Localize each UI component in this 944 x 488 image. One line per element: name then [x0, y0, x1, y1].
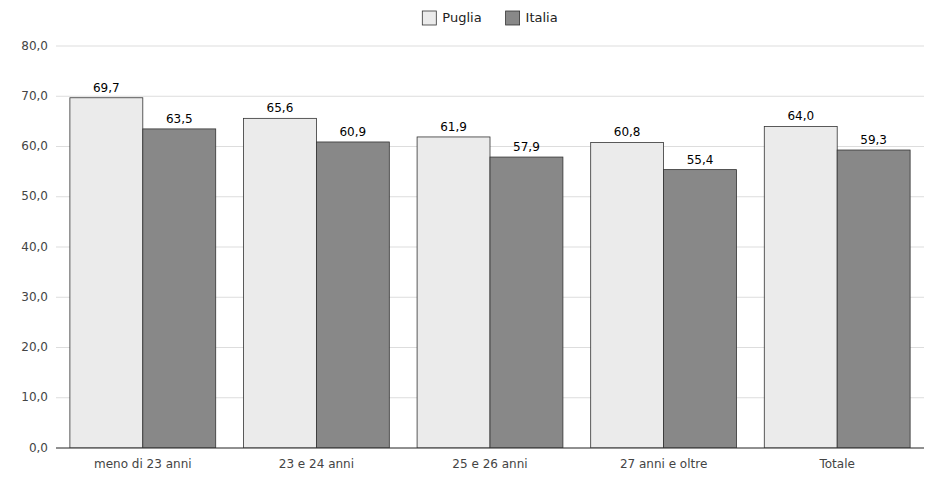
bar — [591, 142, 664, 448]
y-tick-label: 20,0 — [21, 340, 48, 354]
x-axis: meno di 23 anni 23 e 24 anni 25 e 26 anni 2… — [56, 448, 924, 471]
x-tick-label: Totale — [818, 457, 854, 471]
bar — [490, 157, 563, 448]
chart-container: 0,010,020,030,040,050,060,070,080,069,76… — [0, 0, 944, 488]
bar — [664, 170, 737, 448]
legend-item: Italia — [506, 10, 558, 26]
data-labels: 69,7 65,6 61,9 60,8 64,0 63,5 60,9 57,9 55,4 59,3 — [93, 81, 887, 167]
y-tick-label: 40,0 — [21, 240, 48, 254]
legend-item: Puglia — [422, 10, 481, 26]
data-label: 61,9 — [440, 120, 467, 134]
bar — [70, 98, 143, 448]
bars — [70, 98, 910, 448]
grid-line — [56, 96, 924, 97]
y-tick-label: 70,0 — [21, 89, 48, 103]
data-label: 60,8 — [614, 125, 641, 139]
data-label: 69,7 — [93, 81, 120, 95]
bar — [316, 142, 389, 448]
bar — [417, 137, 490, 448]
x-tick-label: 23 e 24 anni — [279, 457, 354, 471]
y-tick-label: 10,0 — [21, 390, 48, 404]
y-tick-label: 60,0 — [21, 139, 48, 153]
x-axis-line — [56, 448, 924, 449]
y-tick-label: 0,0 — [29, 441, 48, 455]
y-tick-label: 50,0 — [21, 189, 48, 203]
grid-line — [56, 46, 924, 47]
data-label: 63,5 — [166, 112, 193, 126]
bar — [143, 129, 216, 448]
data-label: 64,0 — [787, 109, 814, 123]
data-label: 57,9 — [513, 140, 540, 154]
y-tick-label: 30,0 — [21, 290, 48, 304]
legend-swatch — [422, 11, 436, 25]
x-tick-label: 25 e 26 anni — [452, 457, 527, 471]
data-label: 65,6 — [267, 101, 294, 115]
legend-label: Puglia — [442, 10, 481, 25]
data-label: 59,3 — [860, 133, 887, 147]
bar — [837, 150, 910, 448]
legend: Puglia Italia — [422, 10, 557, 26]
grid-line — [56, 448, 924, 449]
legend-swatch — [506, 11, 520, 25]
y-tick-label: 80,0 — [21, 39, 48, 53]
legend-label: Italia — [526, 10, 558, 25]
chart: 0,010,020,030,040,050,060,070,080,069,76… — [0, 0, 944, 488]
x-tick-label: 27 anni e oltre — [620, 457, 707, 471]
bar — [764, 126, 837, 448]
y-axis: 0,0 10,0 20,0 30,0 40,0 50,0 60,0 70,0 80,0 — [21, 39, 924, 455]
bar — [243, 118, 316, 448]
data-label: 55,4 — [687, 153, 714, 167]
data-label: 60,9 — [339, 125, 366, 139]
x-tick-label: meno di 23 anni — [94, 457, 192, 471]
